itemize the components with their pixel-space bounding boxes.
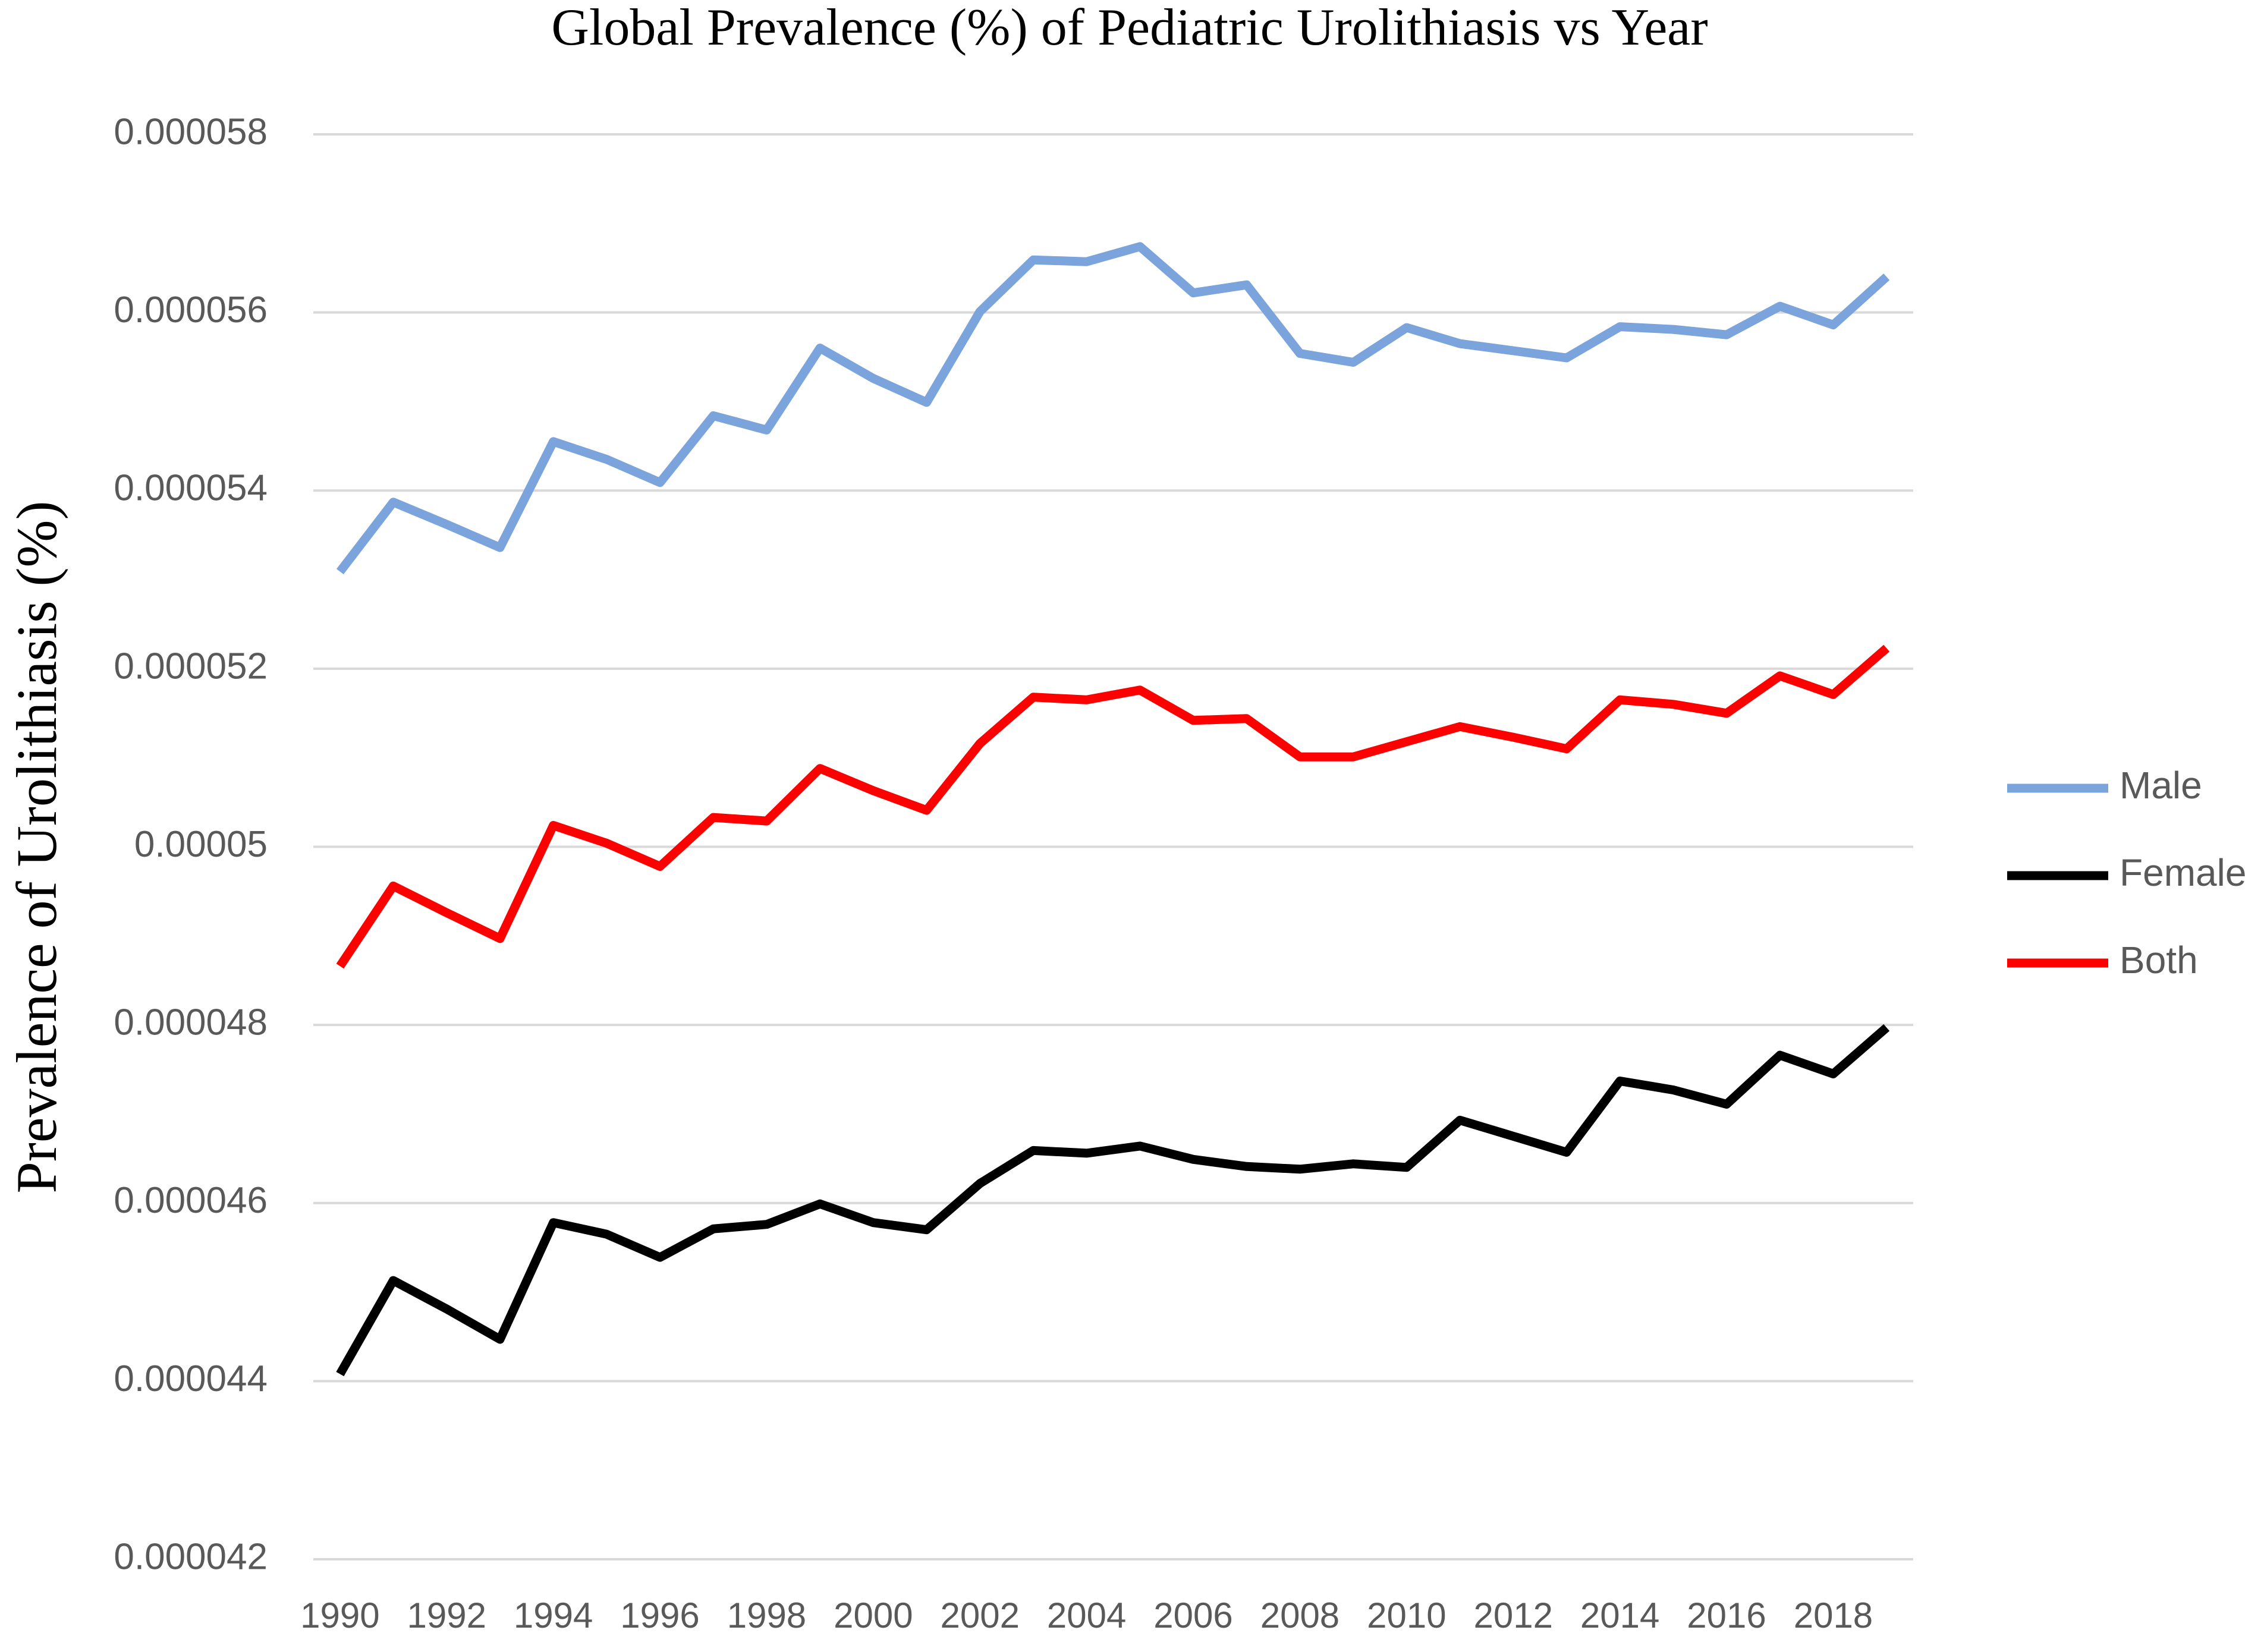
legend-label: Female <box>2120 851 2246 894</box>
x-tick-label: 2010 <box>1367 1596 1446 1635</box>
x-tick-label: 2008 <box>1260 1596 1339 1635</box>
y-tick-label: 0.000048 <box>114 1002 268 1043</box>
y-axis-title: Prevalence of Urolithiasis (%) <box>5 501 68 1194</box>
y-tick-label: 0.000052 <box>114 646 268 687</box>
y-tick-label: 0.000056 <box>114 290 268 331</box>
x-tick-label: 2002 <box>941 1596 1020 1635</box>
y-tick-label: 0.000054 <box>114 468 268 509</box>
y-tick-label: 0.000044 <box>114 1358 268 1399</box>
x-tick-label: 2000 <box>834 1596 913 1635</box>
x-tick-label: 2006 <box>1153 1596 1232 1635</box>
data-line <box>336 242 1890 575</box>
data-line <box>336 644 1890 969</box>
x-tick-label: 2004 <box>1047 1596 1126 1635</box>
x-tick-label: 2016 <box>1687 1596 1766 1635</box>
data-line <box>336 1024 1890 1377</box>
y-tick-label: 0.00005 <box>134 824 268 865</box>
x-tick-label: 1998 <box>727 1596 806 1635</box>
legend-label: Male <box>2120 764 2202 807</box>
x-tick-label: 1996 <box>620 1596 699 1635</box>
x-tick-label: 2014 <box>1580 1596 1659 1635</box>
y-tick-label: 0.000042 <box>114 1536 268 1577</box>
legend-label: Both <box>2120 939 2198 981</box>
y-tick-label: 0.000058 <box>114 111 268 152</box>
x-tick-label: 2012 <box>1474 1596 1553 1635</box>
x-tick-label: 2018 <box>1794 1596 1873 1635</box>
y-tick-label: 0.000046 <box>114 1180 268 1221</box>
x-tick-label: 1994 <box>514 1596 593 1635</box>
x-tick-label: 1992 <box>407 1596 486 1635</box>
chart-title: Global Prevalence (%) of Pediatric Uroli… <box>551 0 1708 56</box>
x-tick-label: 1990 <box>300 1596 379 1635</box>
